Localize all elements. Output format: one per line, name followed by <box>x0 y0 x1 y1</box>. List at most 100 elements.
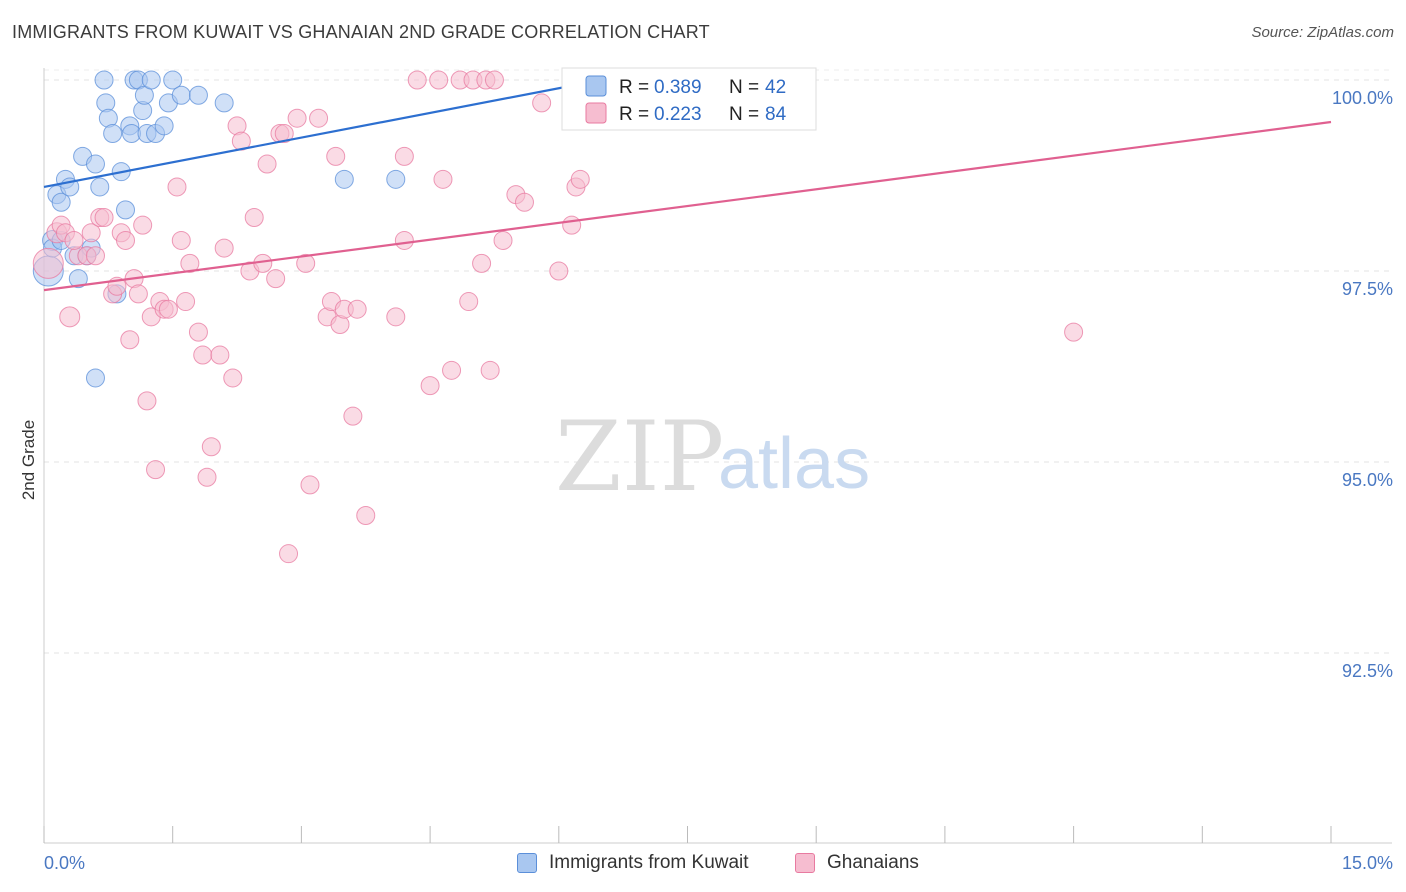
data-point <box>163 70 183 90</box>
data-point <box>433 169 453 189</box>
data-point <box>394 230 414 250</box>
stats-legend: R = 0.389 N = 42 R = 0.223 N = 84 <box>561 67 817 131</box>
data-point <box>562 215 582 235</box>
data-point <box>154 116 174 136</box>
data-point <box>85 154 105 174</box>
trend-layer <box>43 78 1332 292</box>
data-point <box>141 70 161 90</box>
data-point <box>193 345 213 365</box>
y-tick-label: 92.5% <box>1342 661 1393 681</box>
data-point <box>296 253 316 273</box>
data-point <box>570 169 590 189</box>
legend-r-label-ghanaians: R = <box>619 104 649 125</box>
data-point <box>1064 322 1084 342</box>
data-point <box>188 85 208 105</box>
watermark-zip: ZIP <box>555 401 724 513</box>
data-point <box>32 247 64 279</box>
data-point <box>480 360 500 380</box>
data-point <box>279 544 299 564</box>
data-point <box>266 269 286 289</box>
data-point <box>94 70 114 90</box>
data-point <box>549 261 569 281</box>
y-axis-label-group: 2nd Grade <box>19 420 38 500</box>
data-point <box>429 70 449 90</box>
data-point <box>244 208 264 228</box>
data-point <box>158 299 178 319</box>
source-attribution: Source: ZipAtlas.com <box>1251 24 1394 41</box>
data-point <box>386 307 406 327</box>
y-tick-label: 100.0% <box>1332 88 1393 108</box>
data-point <box>188 322 208 342</box>
data-point <box>146 460 166 480</box>
data-point <box>472 253 492 273</box>
data-point <box>171 85 191 105</box>
y-axis-label: 2nd Grade <box>19 420 38 500</box>
data-point <box>274 123 294 143</box>
data-point <box>459 292 479 312</box>
data-point <box>223 368 243 388</box>
data-point <box>347 299 367 319</box>
axes: 92.5% 95.0% 97.5% 100.0% 0.0% 15.0% <box>43 68 1393 873</box>
data-point <box>68 269 88 289</box>
data-point <box>94 208 114 228</box>
series-legend-item-kuwait: Immigrants from Kuwait <box>517 852 749 874</box>
trend-line-ghanaians <box>43 120 1332 292</box>
data-point <box>343 406 363 426</box>
data-point <box>334 169 354 189</box>
data-point <box>128 284 148 304</box>
data-point <box>300 475 320 495</box>
data-point <box>532 93 552 113</box>
data-point <box>442 360 462 380</box>
legend-swatch-ghanaians <box>585 102 607 124</box>
series-layer <box>32 70 1084 564</box>
data-point <box>287 108 307 128</box>
data-point <box>85 246 105 266</box>
data-point <box>309 108 329 128</box>
data-point <box>59 306 81 328</box>
data-point <box>81 223 101 243</box>
data-point <box>214 238 234 258</box>
x-tick-label-min: 0.0% <box>44 853 85 873</box>
data-point <box>356 505 376 525</box>
data-point <box>167 177 187 197</box>
watermark: ZIP atlas <box>555 401 870 513</box>
data-point <box>514 192 534 212</box>
y-tick-label: 95.0% <box>1342 470 1393 490</box>
data-point <box>214 93 234 113</box>
data-point <box>90 177 110 197</box>
data-point <box>116 230 136 250</box>
legend-r-value-ghanaians: 0.223 <box>654 104 702 125</box>
data-point <box>120 330 140 350</box>
series-ghanaians <box>32 70 1084 564</box>
data-point <box>493 230 513 250</box>
data-point <box>197 467 217 487</box>
legend-n-value-kuwait: 42 <box>765 77 786 98</box>
chart-title: IMMIGRANTS FROM KUWAIT VS GHANAIAN 2ND G… <box>12 22 710 42</box>
series-legend-label-ghanaians: Ghanaians <box>827 852 919 873</box>
data-point <box>51 192 71 212</box>
data-point <box>85 368 105 388</box>
data-point <box>171 230 191 250</box>
series-legend: Immigrants from Kuwait Ghanaians <box>0 852 1406 878</box>
legend-r-label-kuwait: R = <box>619 77 649 98</box>
data-point <box>180 253 200 273</box>
legend-n-label-ghanaians: N = <box>729 104 759 125</box>
data-point <box>326 146 346 166</box>
data-point <box>394 146 414 166</box>
data-point <box>386 169 406 189</box>
data-point <box>133 215 153 235</box>
data-point <box>176 292 196 312</box>
y-tick-label: 97.5% <box>1342 279 1393 299</box>
series-swatch-kuwait <box>517 853 537 873</box>
data-point <box>201 437 221 457</box>
gridlines <box>44 69 1392 654</box>
data-point <box>137 391 157 411</box>
watermark-atlas: atlas <box>718 424 870 504</box>
data-point <box>210 345 230 365</box>
data-point <box>103 123 123 143</box>
legend-swatch-kuwait <box>585 75 607 97</box>
legend-r-value-kuwait: 0.389 <box>654 77 702 98</box>
data-point <box>64 230 84 250</box>
x-tick-label-max: 15.0% <box>1342 853 1393 873</box>
data-point <box>407 70 427 90</box>
